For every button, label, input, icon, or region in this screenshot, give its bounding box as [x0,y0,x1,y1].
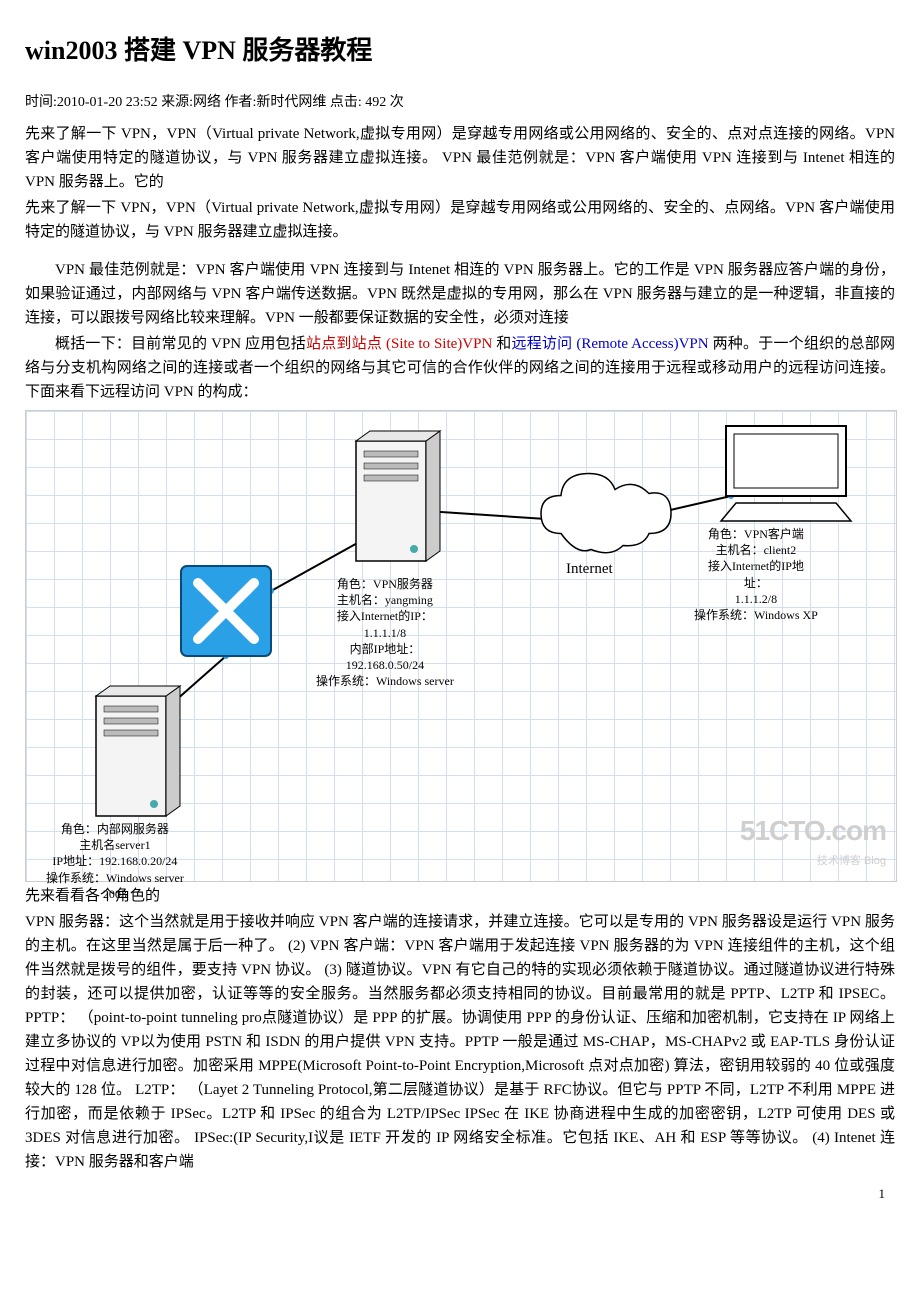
intro-paragraph-1: 先来了解一下 VPN，VPN（Virtual private Network,虚… [25,122,895,194]
meta-line: 时间:2010-01-20 23:52 来源:网络 作者:新时代网维 点击: 4… [25,92,895,114]
paragraph-4: 概括一下：目前常见的 VPN 应用包括站点到站点 (Site to Site)V… [25,332,895,404]
vpn-topology-diagram: 角色：VPN服务器 主机名：yangming 接入Internet的IP： 1.… [25,410,897,882]
time-label: 时间: [25,95,57,110]
below-paragraph: VPN 服务器：这个当然就是用于接收并响应 VPN 客户端的连接请求，并建立连接… [25,910,895,1174]
author-value: 新时代网维 [256,95,326,110]
watermark: 51CTO.com 技术博客 Blog [740,809,886,871]
author-label: 作者: [225,95,257,110]
para4-mid: 和 [492,336,511,352]
paragraph-3: VPN 最佳范例就是：VPN 客户端使用 VPN 连接到与 Intenet 相连… [25,258,895,330]
time-value: 2010-01-20 23:52 [57,95,158,110]
source-value: 网络 [193,95,221,110]
client-label: 角色：VPN客户端 主机名：client2 接入Internet的IP地 址： … [694,526,818,623]
para4-red: 站点到站点 (Site to Site)VPN [306,336,492,352]
internet-label: Internet [566,559,613,579]
watermark-big: 51CTO.com [740,809,886,854]
intro-paragraph-2: 先来了解一下 VPN，VPN（Virtual private Network,虚… [25,196,895,244]
internal-server-label: 角色：内部网服务器 主机名server1 IP地址：192.168.0.20/2… [46,821,184,902]
para4-pre: 概括一下：目前常见的 VPN 应用包括 [55,336,306,352]
hits-label: 点击: [330,95,362,110]
para4-blue: 远程访问 (Remote Access)VPN [512,336,709,352]
source-label: 来源: [161,95,193,110]
watermark-small: 技术博客 Blog [740,853,886,871]
page-title: win2003 搭建 VPN 服务器教程 [25,30,895,72]
hits-value: 492 次 [362,95,404,110]
vpn-server-label: 角色：VPN服务器 主机名：yangming 接入Internet的IP： 1.… [316,576,454,689]
page-number: 1 [25,1184,895,1205]
